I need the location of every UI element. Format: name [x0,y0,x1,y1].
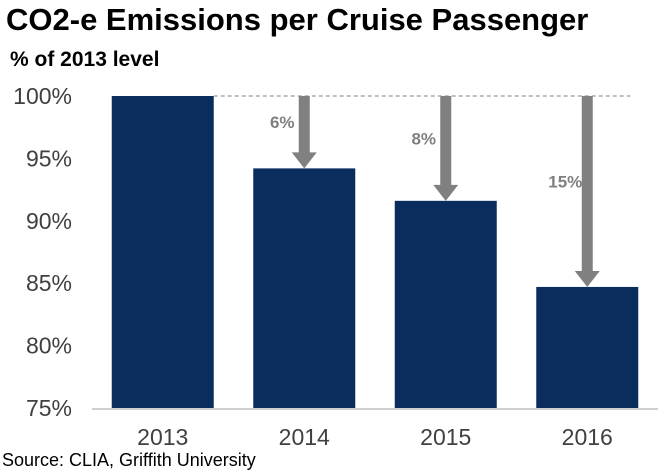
chart-subtitle: % of 2013 level [10,48,160,71]
bar-2015 [394,200,497,408]
x-tick-label: 2014 [279,424,330,450]
y-tick-label: 100% [13,83,72,109]
bar-2014 [253,168,356,408]
source-note: Source: CLIA, Griffith University [2,450,256,470]
x-tick-label: 2013 [137,424,188,450]
reduction-label: 15% [548,172,582,191]
reduction-label: 6% [270,113,295,132]
bar-2016 [536,286,639,408]
y-tick-label: 90% [26,208,72,234]
y-tick-label: 80% [26,333,72,359]
reduction-arrow-2014 [291,96,317,169]
bar-2013 [111,96,214,408]
chart-title: CO2-e Emissions per Cruise Passenger [6,2,589,37]
y-tick-label: 75% [26,395,72,421]
x-tick-label: 2015 [420,424,471,450]
x-tick-label: 2016 [562,424,613,450]
y-tick-label: 85% [26,270,72,296]
reduction-arrow-2016 [574,96,600,287]
y-tick-label: 95% [26,145,72,171]
reduction-label: 8% [411,129,436,148]
reduction-arrow-2015 [433,96,459,201]
